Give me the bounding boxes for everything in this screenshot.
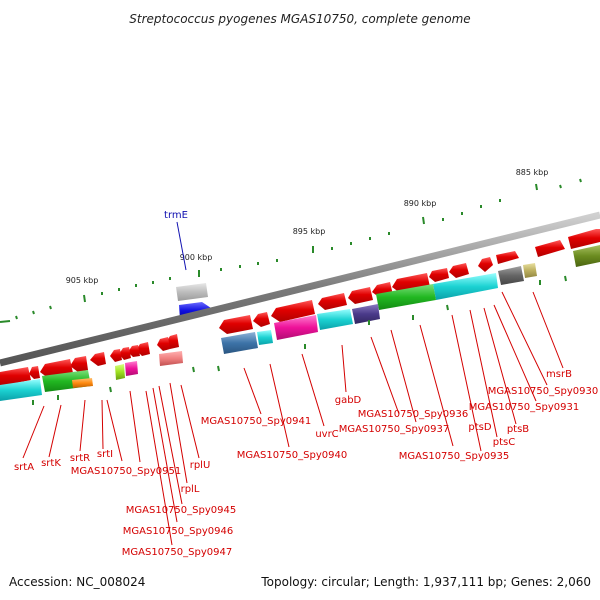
accession-text: Accession: NC_008024 [9, 575, 145, 589]
gene-arrow [0, 367, 31, 386]
gene-label-rplL: rplL [181, 484, 200, 495]
leader-lines [22, 291, 564, 546]
gene-label-spy0951: MGAS10750_Spy0951 [71, 466, 181, 477]
gene-label-spy0945: MGAS10750_Spy0945 [126, 505, 236, 516]
gene-arrow [70, 356, 88, 372]
feature-ticks [32, 275, 567, 405]
trmE-gene [176, 283, 208, 301]
scale-label-890: 890 kbp [404, 199, 437, 208]
gene-label-spy0941: MGAS10750_Spy0941 [201, 416, 311, 427]
gene-arrow [110, 349, 122, 362]
trmE-callout: trmE [164, 210, 188, 271]
genome-backbone [0, 211, 600, 367]
gene-label-srtA: srtA [14, 462, 34, 473]
gene-arrow [29, 366, 40, 379]
gene-arrow [496, 251, 519, 264]
map-title: Streptococcus pyogenes MGAS10750, comple… [129, 12, 470, 26]
scale-label-905: 905 kbp [66, 276, 99, 285]
gene-arrow [157, 337, 170, 351]
gene-arrow [429, 268, 449, 282]
gene-label-ptsC: ptsC [493, 437, 515, 448]
scale-label-900: 900 kbp [180, 253, 213, 262]
gene-arrow [253, 312, 270, 327]
gene-label-srtI: srtI [97, 449, 113, 460]
gene-arrow [119, 347, 131, 360]
gene-labels: msrB MGAS10750_Spy0930 MGAS10750_Spy0931… [14, 369, 598, 558]
gene-arrow [318, 293, 347, 310]
gene-label-spy0936: MGAS10750_Spy0936 [358, 409, 468, 420]
gene-label-rplU: rplU [190, 460, 211, 471]
gene-label-srtR: srtR [70, 453, 90, 464]
gene-label-spy0947: MGAS10750_Spy0947 [122, 547, 232, 558]
gene-label-spy0931: MGAS10750_Spy0931 [469, 402, 579, 413]
gene-label-spy0935: MGAS10750_Spy0935 [399, 451, 509, 462]
gene-arrow [136, 342, 150, 356]
gene-arrow [128, 345, 140, 357]
scale-label-895: 895 kbp [293, 227, 326, 236]
scale-ticks [0, 178, 582, 323]
gene-arrow [449, 263, 469, 278]
gene-label-spy0930: MGAS10750_Spy0930 [488, 386, 598, 397]
gene-arrow [478, 257, 493, 272]
feature-boxes [0, 245, 600, 401]
gene-label-spy0937: MGAS10750_Spy0937 [339, 424, 449, 435]
gene-label-gabD: gabD [335, 395, 362, 406]
gene-arrow [348, 287, 373, 304]
gene-arrow [535, 240, 565, 257]
gene-arrow [271, 300, 315, 322]
gene-label-ptsB: ptsB [507, 424, 529, 435]
gene-label-uvrC: uvrC [315, 429, 338, 440]
gene-label-msrB: msrB [546, 369, 572, 380]
gene-label-trmE: trmE [164, 210, 188, 221]
gene-arrow [568, 229, 600, 249]
gene-arrow [219, 315, 253, 334]
gene-label-spy0946: MGAS10750_Spy0946 [123, 526, 233, 537]
gene-label-srtK: srtK [41, 458, 61, 469]
genome-summary-text: Topology: circular; Length: 1,937,111 bp… [260, 575, 591, 589]
gene-arrow [90, 352, 106, 366]
gene-label-ptsD: ptsD [468, 422, 491, 433]
scale-label-885: 885 kbp [516, 168, 549, 177]
gene-label-spy0940: MGAS10750_Spy0940 [237, 450, 347, 461]
